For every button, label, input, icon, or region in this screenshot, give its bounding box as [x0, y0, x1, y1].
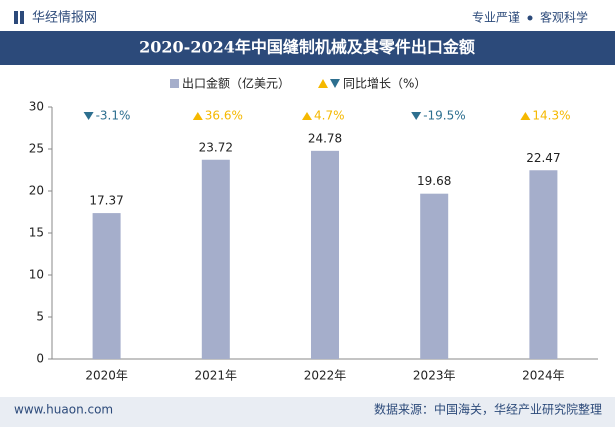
growth-label: -3.1% — [96, 109, 131, 123]
bar-label: 23.72 — [199, 140, 233, 154]
footer-site: www.huaon.com — [14, 403, 113, 417]
x-tick-label: 2021年 — [195, 369, 238, 383]
growth-arrow — [192, 112, 203, 120]
bar — [311, 150, 339, 359]
bar-label: 24.78 — [308, 131, 342, 145]
x-tick-label: 2022年 — [304, 369, 347, 383]
y-tick-label: 5 — [36, 310, 44, 324]
legend-icon — [330, 79, 340, 88]
bar-label: 17.37 — [89, 194, 123, 208]
growth-label: 14.3% — [532, 109, 570, 123]
logo-icon — [14, 11, 18, 24]
growth-arrow — [411, 112, 422, 120]
slogan-dot — [527, 15, 533, 21]
bar-label: 19.68 — [417, 174, 451, 188]
legend-icon — [318, 79, 328, 88]
y-tick-label: 20 — [29, 184, 44, 198]
growth-label: -19.5% — [423, 109, 465, 123]
growth-arrow — [520, 112, 531, 120]
legend-label: 同比增长（%） — [343, 77, 426, 91]
chart-title: 2020-2024年中国缝制机械及其零件出口金额 — [139, 38, 475, 57]
y-tick-label: 10 — [29, 268, 44, 282]
bar — [92, 213, 121, 359]
legend-swatch — [170, 79, 179, 88]
x-tick-label: 2020年 — [85, 369, 128, 383]
title-bar — [0, 31, 615, 65]
bar — [529, 170, 558, 359]
growth-label: 36.6% — [205, 109, 243, 123]
y-tick-label: 0 — [36, 352, 44, 366]
growth-arrow — [302, 112, 312, 120]
logo-icon — [20, 11, 24, 24]
growth-arrow — [83, 112, 94, 120]
y-tick-label: 25 — [29, 142, 44, 156]
x-tick-label: 2023年 — [413, 369, 456, 383]
footer-bar — [0, 397, 615, 427]
y-tick-label: 30 — [29, 100, 44, 114]
bar — [201, 159, 230, 359]
bar — [420, 193, 449, 359]
legend-label: 出口金额（亿美元） — [182, 76, 290, 91]
slogan: 专业严谨 — [472, 10, 520, 25]
footer-source: 数据来源：中国海关，华经产业研究院整理 — [374, 402, 602, 417]
logo-text: 华经情报网 — [32, 11, 97, 26]
bar-label: 22.47 — [526, 151, 560, 165]
x-tick-label: 2024年 — [522, 369, 565, 383]
y-tick-label: 15 — [29, 226, 44, 240]
growth-label: 4.7% — [314, 109, 345, 123]
slogan: 客观科学 — [540, 10, 588, 25]
